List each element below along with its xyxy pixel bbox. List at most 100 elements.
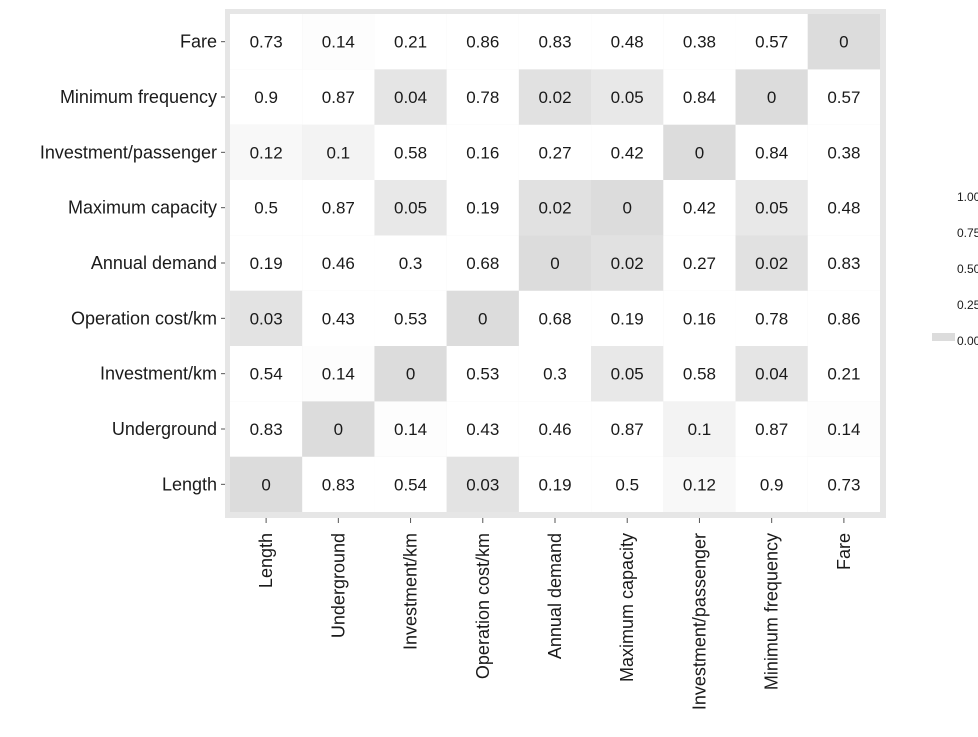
heatmap-cell xyxy=(230,346,303,402)
heatmap-cell xyxy=(591,180,664,236)
cell-value-label: 0.43 xyxy=(466,420,499,439)
heatmap-cell xyxy=(663,456,736,512)
heatmap-cell-labels: 0 0.83 0.54 0.03 0.19 0.5 0.12 0.9 0.73 0.83 0 0.14… xyxy=(250,33,861,495)
cell-value-label: 0.84 xyxy=(683,88,716,107)
heatmap-cell xyxy=(446,290,519,346)
cell-value-label: 0.03 xyxy=(250,309,283,328)
cell-value-label: 0.27 xyxy=(538,143,571,162)
y-axis-tick-label: Fare xyxy=(180,32,217,52)
y-axis-tick-labels: Length Underground Investment/km Operation … xyxy=(40,32,225,494)
heatmap-cell xyxy=(807,124,880,180)
cell-value-label: 0.02 xyxy=(611,254,644,273)
legend-label: 0.00 xyxy=(957,334,978,348)
heatmap-cell xyxy=(302,401,375,457)
heatmap-cell xyxy=(663,180,736,236)
heatmap-cell xyxy=(735,456,808,512)
y-axis-tick-label: Investment/passenger xyxy=(40,142,217,162)
heatmap-cell xyxy=(663,401,736,457)
cell-value-label: 0.43 xyxy=(322,309,355,328)
heatmap-cell xyxy=(374,346,447,402)
heatmap-cell xyxy=(230,69,303,125)
heatmap-cell xyxy=(230,290,303,346)
heatmap-cell xyxy=(518,69,592,125)
cell-value-label: 0 xyxy=(261,475,270,494)
heatmap-cell xyxy=(663,124,736,180)
heatmap-cell xyxy=(807,401,880,457)
cell-value-label: 0 xyxy=(695,143,704,162)
heatmap-cell xyxy=(230,235,303,291)
cell-value-label: 0.04 xyxy=(755,365,788,384)
cell-value-label: 0.42 xyxy=(611,143,644,162)
heatmap-cell xyxy=(663,290,736,346)
cell-value-label: 0.87 xyxy=(611,420,644,439)
legend-label: 0.50 xyxy=(957,262,978,276)
heatmap-cell xyxy=(807,290,880,346)
heatmap-cell xyxy=(518,401,592,457)
heatmap-cell xyxy=(735,235,808,291)
heatmap-cell xyxy=(230,124,303,180)
heatmap-cell xyxy=(518,124,592,180)
heatmap-cell xyxy=(591,124,664,180)
cell-value-label: 0 xyxy=(839,33,848,52)
heatmap-cells xyxy=(230,14,880,512)
heatmap-cell xyxy=(446,235,519,291)
heatmap-cell xyxy=(591,69,664,125)
cell-value-label: 0 xyxy=(334,420,343,439)
heatmap-cell xyxy=(446,69,519,125)
cell-value-label: 0.83 xyxy=(322,475,355,494)
cell-value-label: 0.86 xyxy=(466,33,499,52)
cell-value-label: 0.9 xyxy=(760,475,784,494)
heatmap-cell xyxy=(591,401,664,457)
cell-value-label: 0.46 xyxy=(538,420,571,439)
heatmap-cell xyxy=(591,290,664,346)
cell-value-label: 0.05 xyxy=(611,365,644,384)
heatmap-cell xyxy=(446,124,519,180)
heatmap-cell xyxy=(735,124,808,180)
cell-value-label: 0.3 xyxy=(543,365,567,384)
cell-value-label: 0.48 xyxy=(611,33,644,52)
cell-value-label: 0.58 xyxy=(394,143,427,162)
y-axis-tick-label: Operation cost/km xyxy=(71,308,217,328)
heatmap-cell xyxy=(735,401,808,457)
heatmap-cell xyxy=(518,346,592,402)
x-axis-tick-label: Investment/km xyxy=(401,533,421,650)
heatmap-cell xyxy=(302,456,375,512)
cell-value-label: 0.21 xyxy=(394,33,427,52)
heatmap-cell xyxy=(518,14,592,70)
heatmap-cell xyxy=(807,346,880,402)
cell-value-label: 0.87 xyxy=(755,420,788,439)
cell-value-label: 0.1 xyxy=(327,143,351,162)
cell-value-label: 0.03 xyxy=(466,475,499,494)
cell-value-label: 0.9 xyxy=(254,88,278,107)
cell-value-label: 0.87 xyxy=(322,199,355,218)
x-axis-tick-label: Annual demand xyxy=(545,533,565,659)
x-axis-tick-label: Underground xyxy=(328,533,348,638)
cell-value-label: 0.73 xyxy=(827,475,860,494)
heatmap-cell xyxy=(374,401,447,457)
cell-value-label: 0.54 xyxy=(250,365,283,384)
heatmap-cell xyxy=(446,14,519,70)
heatmap-cell xyxy=(230,14,303,70)
y-axis-tick-label: Length xyxy=(162,474,217,494)
heatmap-cell xyxy=(663,235,736,291)
heatmap-cell xyxy=(374,180,447,236)
cell-value-label: 0.38 xyxy=(827,143,860,162)
cell-value-label: 0.68 xyxy=(538,309,571,328)
cell-value-label: 0.12 xyxy=(683,475,716,494)
heatmap-cell xyxy=(374,69,447,125)
heatmap-cell xyxy=(663,14,736,70)
cell-value-label: 0.83 xyxy=(250,420,283,439)
heatmap-cell xyxy=(230,180,303,236)
heatmap-cell xyxy=(302,69,375,125)
cell-value-label: 0.73 xyxy=(250,33,283,52)
cell-value-label: 0 xyxy=(550,254,559,273)
y-axis-tick-label: Maximum capacity xyxy=(68,198,217,218)
cell-value-label: 0.68 xyxy=(466,254,499,273)
cell-value-label: 0.5 xyxy=(254,199,278,218)
cell-value-label: 0.02 xyxy=(538,88,571,107)
cell-value-label: 0.5 xyxy=(615,475,639,494)
x-axis-tick-label: Fare xyxy=(834,533,854,570)
cell-value-label: 0.83 xyxy=(827,254,860,273)
cell-value-label: 0.53 xyxy=(394,309,427,328)
heatmap-cell xyxy=(591,235,664,291)
